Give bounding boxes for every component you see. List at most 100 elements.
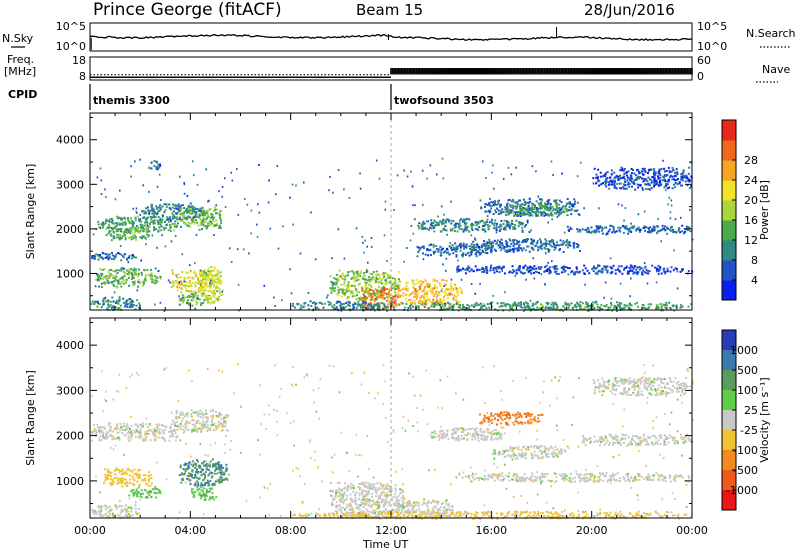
data-cell <box>444 302 447 305</box>
data-cell <box>329 175 331 178</box>
data-cell <box>190 211 192 214</box>
data-cell <box>180 281 183 284</box>
data-cell <box>403 286 406 289</box>
data-cell <box>118 299 121 302</box>
data-cell <box>163 203 166 206</box>
data-cell <box>663 178 666 181</box>
data-cell <box>358 273 361 276</box>
data-cell <box>220 293 223 296</box>
data-cell <box>442 295 445 298</box>
data-cell <box>435 290 438 293</box>
data-cell <box>581 228 584 231</box>
data-cell <box>356 290 359 293</box>
data-cell <box>344 278 347 281</box>
data-cell <box>539 204 542 207</box>
data-cell <box>519 212 522 214</box>
data-cell <box>626 228 629 231</box>
data-cell <box>164 425 167 428</box>
data-cell <box>109 300 112 303</box>
data-cell <box>524 249 527 252</box>
data-cell <box>538 271 540 274</box>
data-cell <box>566 214 569 217</box>
data-cell <box>492 294 494 297</box>
data-cell <box>495 227 498 230</box>
data-cell <box>382 302 385 305</box>
data-cell <box>544 202 547 205</box>
noise-frame <box>89 22 693 52</box>
data-cell <box>685 175 688 178</box>
data-cell <box>352 305 355 308</box>
data-cell <box>417 225 420 228</box>
data-cell <box>153 428 156 430</box>
data-cell <box>394 291 397 294</box>
data-cell <box>587 309 590 312</box>
data-cell <box>655 281 658 284</box>
data-cell <box>159 164 162 167</box>
data-cell <box>660 307 663 310</box>
data-cell <box>120 230 123 233</box>
data-cell <box>449 242 451 244</box>
data-cell <box>128 254 131 257</box>
data-cell <box>498 271 501 274</box>
data-cell <box>95 253 98 256</box>
data-cell <box>561 172 563 175</box>
data-cell <box>470 269 473 272</box>
data-cell <box>140 435 143 438</box>
data-cell <box>643 226 646 229</box>
data-cell <box>351 276 354 279</box>
data-cell <box>373 303 376 306</box>
data-cell <box>354 302 357 305</box>
data-cell <box>523 213 526 216</box>
data-cell <box>387 276 389 279</box>
data-cell <box>430 303 433 306</box>
data-cell <box>566 225 569 228</box>
data-cell <box>329 287 332 290</box>
data-cell <box>475 255 478 258</box>
data-cell <box>481 227 484 230</box>
data-cell <box>413 218 416 221</box>
data-cell <box>158 432 161 435</box>
data-cell <box>507 213 510 216</box>
data-cell <box>539 266 541 269</box>
data-cell <box>493 248 496 251</box>
data-cell <box>604 183 607 186</box>
data-cell <box>491 246 494 249</box>
data-cell <box>118 252 121 255</box>
data-cell <box>666 232 669 235</box>
data-cell <box>289 268 291 271</box>
data-cell <box>176 281 179 284</box>
data-cell <box>343 292 346 295</box>
data-cell <box>508 306 511 309</box>
data-cell <box>354 286 357 289</box>
data-cell <box>112 276 115 279</box>
data-cell <box>522 239 525 242</box>
data-cell <box>555 209 558 211</box>
data-cell <box>141 210 144 213</box>
data-cell <box>363 272 366 274</box>
data-cell <box>687 305 690 308</box>
data-cell <box>198 281 201 284</box>
data-cell <box>461 267 464 270</box>
data-cell <box>400 301 403 304</box>
data-cell <box>512 248 514 251</box>
data-cell <box>437 223 440 226</box>
data-cell <box>541 243 544 246</box>
data-cell <box>493 271 496 274</box>
data-cell <box>358 297 361 300</box>
data-cell <box>551 239 554 241</box>
data-cell <box>144 221 147 224</box>
data-cell <box>408 294 411 297</box>
data-cell <box>568 206 571 209</box>
freq-unit-label: [MHz] <box>4 65 36 78</box>
data-cell <box>405 282 408 285</box>
data-cell <box>215 298 217 301</box>
data-cell <box>207 275 210 278</box>
data-cell <box>153 219 156 222</box>
data-cell <box>534 270 537 273</box>
data-cell <box>331 288 334 291</box>
data-cell <box>547 302 550 305</box>
data-cell <box>608 228 611 231</box>
data-cell <box>452 252 455 255</box>
data-cell <box>100 285 103 288</box>
data-cell <box>295 184 297 187</box>
